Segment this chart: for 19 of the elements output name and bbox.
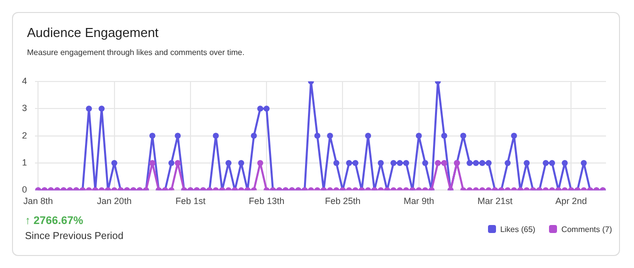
x-tick-label: Feb 13th (248, 196, 284, 206)
x-tick-label: Feb 1st (175, 196, 206, 206)
x-tick-label: Feb 25th (324, 196, 360, 206)
y-tick-label: 2 (22, 130, 28, 140)
x-tick-label: Apr 2nd (555, 196, 587, 206)
text: ↑ 2766.67% (25, 215, 84, 227)
x-tick-label: Jan 8th (23, 196, 53, 206)
chart-subtitle: Measure engagement through likes and comments over time. (27, 48, 244, 57)
x-tick-label: Jan 20th (97, 196, 132, 206)
y-tick-label: 4 (22, 76, 28, 86)
text: Since Previous Period (25, 231, 124, 242)
x-tick-label: Mar 9th (404, 196, 434, 206)
y-tick-label: 1 (22, 157, 28, 168)
legend-label: Likes (65) (499, 225, 536, 234)
y-tick-label: 3 (22, 103, 28, 114)
x-tick-label: Mar 21st (477, 196, 513, 206)
chart-title: Audience Engagement (27, 25, 159, 40)
y-tick-label: 0 (22, 184, 28, 195)
legend-label: Comments (7) (560, 225, 612, 234)
